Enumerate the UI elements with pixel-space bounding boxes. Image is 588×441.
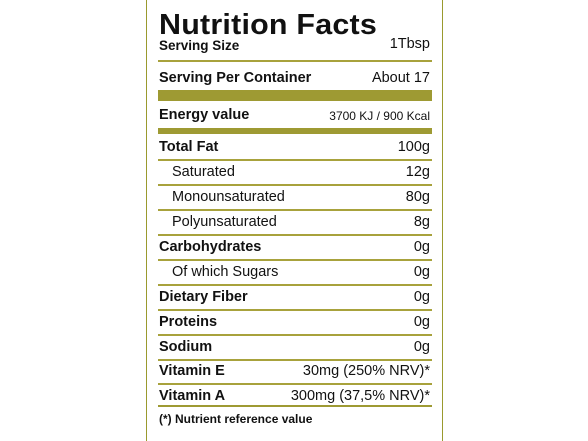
divider — [158, 259, 432, 261]
nutrient-label: Sodium — [159, 339, 213, 355]
nutrition-label-frame — [146, 0, 443, 441]
nutrient-label: Polyunsaturated — [172, 214, 277, 230]
nutrient-value: 0g — [413, 264, 430, 280]
divider — [158, 383, 432, 385]
nutrient-label: Vitamin E — [159, 363, 225, 379]
nutrient-label: Monounsaturated — [172, 189, 285, 205]
energy-value: 3700 KJ / 900 Kcal — [329, 109, 430, 123]
divider — [158, 209, 432, 211]
servings-per-container-label: Serving Per Container — [159, 70, 312, 86]
nutrient-label: Vitamin A — [159, 388, 226, 404]
divider — [158, 234, 432, 236]
nutrient-value: 30mg (250% NRV)* — [302, 363, 430, 379]
divider — [158, 359, 432, 361]
nutrient-value: 0g — [413, 289, 430, 305]
energy-label: Energy value — [159, 107, 250, 123]
nutrient-label: Proteins — [159, 314, 218, 330]
nutrient-value: 0g — [413, 314, 430, 330]
nutrient-value: 80g — [405, 189, 430, 205]
footnote: (*) Nutrient reference value — [159, 412, 313, 426]
serving-size-label: Serving Size — [159, 38, 240, 53]
nutrient-label: Total Fat — [159, 139, 219, 155]
nutrient-value: 8g — [413, 214, 430, 230]
divider — [158, 60, 432, 62]
divider — [158, 309, 432, 311]
thick-divider — [158, 90, 432, 101]
nutrient-value: 100g — [397, 139, 430, 155]
nutrient-value: 0g — [413, 339, 430, 355]
divider — [158, 405, 432, 407]
nutrient-label: Of which Sugars — [172, 264, 279, 280]
divider — [158, 159, 432, 161]
nutrient-label: Saturated — [172, 164, 235, 180]
medium-divider — [158, 128, 432, 134]
label-title: Nutrition Facts — [159, 9, 378, 41]
nutrient-value: 300mg (37,5% NRV)* — [290, 388, 430, 404]
divider — [158, 284, 432, 286]
nutrient-value: 12g — [405, 164, 430, 180]
nutrient-label: Carbohydrates — [159, 239, 262, 255]
divider — [158, 184, 432, 186]
nutrient-value: 0g — [413, 239, 430, 255]
serving-size-value: 1Tbsp — [389, 36, 430, 52]
nutrient-label: Dietary Fiber — [159, 289, 248, 305]
divider — [158, 334, 432, 336]
servings-per-container-value: About 17 — [371, 70, 430, 86]
